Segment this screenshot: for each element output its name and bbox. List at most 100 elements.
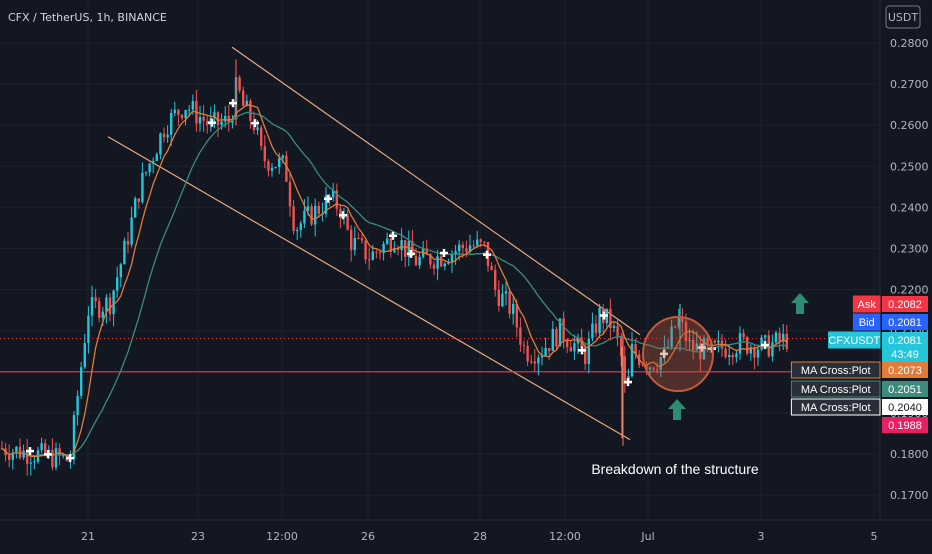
price-tag-value: 0.2040 <box>888 402 922 414</box>
candle-body <box>688 339 691 342</box>
price-tag: Ask 0.2082 <box>852 295 928 313</box>
candle-body <box>756 349 760 358</box>
candle-body <box>648 367 652 370</box>
candle-body <box>677 316 680 327</box>
cross-marker <box>208 118 216 127</box>
candle-body <box>62 455 65 457</box>
candle-body <box>184 109 187 119</box>
candle-body <box>713 340 716 343</box>
candle-body <box>123 240 126 265</box>
candle-body <box>458 244 461 252</box>
candle-body <box>198 117 202 124</box>
candle-body <box>634 344 637 355</box>
candle-body <box>191 101 194 110</box>
candle-body <box>443 263 446 267</box>
candle-body <box>468 245 472 252</box>
candle-body <box>490 266 493 271</box>
price-tag-label: MA Cross:Plot <box>801 384 871 396</box>
price-tag: Bid 0.2081 <box>852 313 928 331</box>
candle-body <box>180 114 184 119</box>
support-layer <box>0 338 880 373</box>
x-tick-label: 21 <box>81 530 95 543</box>
candle-body <box>461 244 464 249</box>
candle-body <box>501 293 504 307</box>
candle-body <box>278 158 281 168</box>
candle-body <box>33 461 36 463</box>
price-tag-value: 0.2082 <box>888 299 922 311</box>
candle-body <box>94 297 97 302</box>
candle-body <box>782 333 785 342</box>
x-tick-label: 3 <box>758 530 765 543</box>
candle-body <box>15 446 18 453</box>
price-tag: MA Cross:Plot 0.2073 <box>790 361 928 379</box>
price-tag-label: Bid <box>859 317 875 329</box>
candle-body <box>314 205 317 225</box>
candle-body <box>170 112 173 135</box>
candle-body <box>26 450 29 464</box>
price-tag-value-bg <box>882 314 928 330</box>
candle-body <box>18 446 22 458</box>
time-axis-bg[interactable] <box>0 520 932 550</box>
candle-body <box>44 443 47 455</box>
candle-body <box>681 316 684 322</box>
cross-marker <box>389 231 397 240</box>
price-tag: MA Cross:Plot 0.2040 <box>790 398 928 416</box>
candle-body <box>130 217 133 245</box>
price-tag-value: 0.2081 <box>888 317 922 329</box>
candle-body <box>166 134 169 138</box>
candle-body <box>479 239 482 242</box>
candle-body <box>742 333 745 338</box>
candle-body <box>375 251 378 253</box>
channel-lower-line <box>107 136 631 441</box>
candle-body <box>267 161 270 171</box>
candle-body <box>281 155 284 159</box>
candle-body <box>476 239 479 246</box>
candle-body <box>494 270 497 290</box>
cross-marker <box>624 378 632 387</box>
candle-body <box>515 303 518 328</box>
price-tag-countdown: 43:49 <box>891 349 919 361</box>
candle-body <box>152 160 155 164</box>
candle-body <box>220 121 223 126</box>
cross-marker <box>324 194 332 203</box>
candle-body <box>544 348 547 356</box>
candle-body <box>594 323 598 334</box>
candle-body <box>202 117 205 121</box>
candle-body <box>328 195 331 198</box>
price-tag: 0.1988 <box>882 417 928 433</box>
candle-body <box>335 190 338 209</box>
candle-body <box>126 240 130 245</box>
candle-body <box>317 205 320 214</box>
cross-marker <box>440 249 448 258</box>
price-axis-bg[interactable] <box>880 0 932 520</box>
up-arrow-icon <box>791 293 809 314</box>
candle-body <box>360 238 364 241</box>
candle-body <box>119 264 122 278</box>
candle-body <box>54 448 58 468</box>
candle-body <box>551 329 554 351</box>
candle-body <box>508 291 511 314</box>
candle-body <box>105 297 108 312</box>
candle-body <box>447 262 450 264</box>
candle-body <box>112 290 115 315</box>
candle-body <box>717 340 720 343</box>
candle-body <box>296 229 299 231</box>
currency-button[interactable]: USDT <box>885 5 921 29</box>
price-tag-value: 0.2081 <box>888 335 922 347</box>
candle-body <box>371 251 374 260</box>
candle-body <box>90 297 94 316</box>
cross-marker <box>578 346 586 355</box>
price-tag: CFXUSDT 0.2081 43:49 <box>828 331 928 362</box>
x-tick-label: 26 <box>361 530 375 543</box>
up-arrow-icon <box>668 399 686 420</box>
x-tick-label: 5 <box>871 530 878 543</box>
candle-body <box>620 336 623 357</box>
candle-body <box>724 348 727 357</box>
candle-body <box>8 455 11 460</box>
annotation-breakdown: Breakdown of the structure <box>591 461 759 477</box>
candle-body <box>238 77 241 91</box>
candle-body <box>450 253 454 263</box>
price-tag-label: MA Cross:Plot <box>801 365 871 377</box>
candle-body <box>666 346 670 348</box>
